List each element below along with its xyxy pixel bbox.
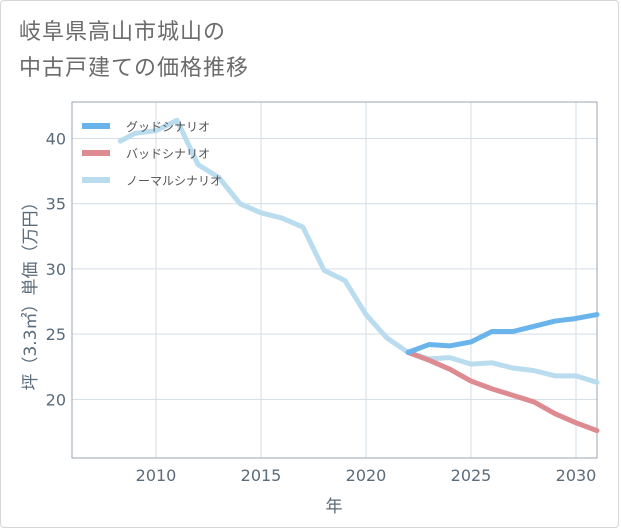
grid xyxy=(72,102,597,458)
y-tick-label: 20 xyxy=(46,390,66,409)
x-tick-label: 2015 xyxy=(241,466,282,485)
x-tick-label: 2030 xyxy=(556,466,597,485)
chart-title-line-2: 中古戸建ての価格推移 xyxy=(19,56,250,81)
x-tick-label: 2010 xyxy=(136,466,177,485)
y-axis-title: 坪（3.3㎡）単価（万円） xyxy=(21,193,41,390)
y-tick-label: 35 xyxy=(46,195,66,214)
series-line-2 xyxy=(117,117,600,385)
legend-label-2: ノーマルシナリオ xyxy=(126,174,222,188)
y-tick-label: 30 xyxy=(46,260,66,279)
series-lines xyxy=(117,117,600,434)
plot-area xyxy=(71,101,598,459)
y-tick-label: 40 xyxy=(46,130,66,149)
chart-title-line-1: 岐阜県高山市城山の xyxy=(19,20,227,45)
series-line-1 xyxy=(405,349,600,434)
series-line-0 xyxy=(405,312,600,355)
x-tick-label: 2020 xyxy=(346,466,387,485)
y-tick-label: 25 xyxy=(46,325,66,344)
chart-title: 岐阜県高山市城山の 中古戸建ての価格推移 xyxy=(19,15,249,87)
x-tick-label: 2025 xyxy=(451,466,492,485)
legend-label-0: グッドシナリオ xyxy=(126,120,210,134)
legend-label-1: バッドシナリオ xyxy=(126,147,210,161)
x-axis-title: 年 xyxy=(326,497,343,517)
